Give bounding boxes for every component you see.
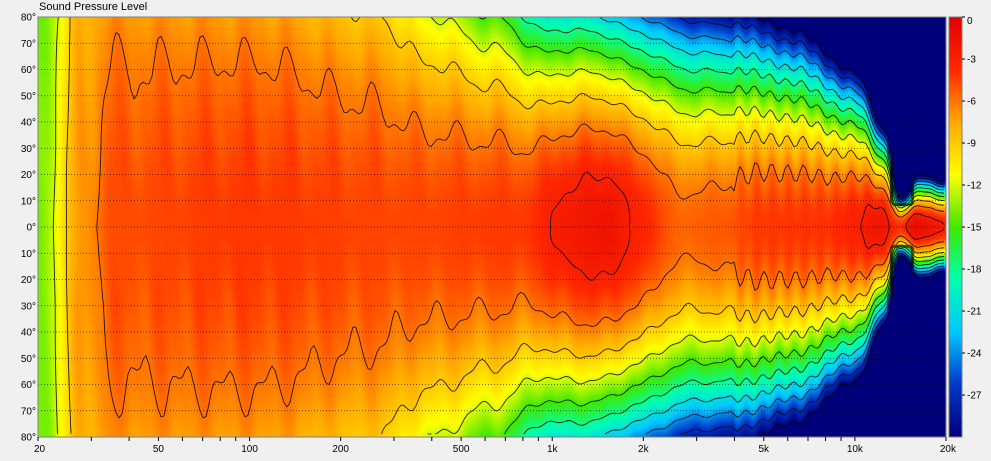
x-tick-label: 5k: [758, 444, 770, 455]
x-tick-label: 20: [34, 444, 46, 455]
colorbar-tick-label: -6: [967, 97, 976, 108]
y-tick-label: 60°: [21, 380, 36, 391]
x-tick-label: 50: [153, 444, 165, 455]
colorbar-tick-label: -18: [967, 265, 982, 276]
y-tick-label: 60°: [21, 65, 36, 76]
y-axis: 80° 70° 60° 50° 40° 30° 20° 10° 0° 10° 20° 30° 40° 50…: [21, 13, 36, 444]
plot-frame: [37, 16, 947, 438]
colorbar-tick-label: -21: [967, 307, 982, 318]
gridlines: [38, 42, 946, 412]
x-tick-label: 1k: [547, 444, 559, 455]
chart-title: Sound Pressure Level: [39, 1, 148, 13]
plot-area: [37, 16, 947, 438]
y-tick-label: 50°: [21, 354, 36, 365]
y-tick-label: 10°: [21, 196, 36, 207]
colorbar-tick-label: -15: [967, 223, 982, 234]
y-tick-label: 10°: [21, 249, 36, 260]
colorbar-gradient: [949, 17, 962, 437]
y-tick-label: 30°: [21, 144, 36, 155]
colorbar-tick-label: 0: [967, 16, 973, 27]
y-tick-label: 40°: [21, 328, 36, 339]
y-tick-label: 20°: [21, 170, 36, 181]
y-tick-label: 20°: [21, 275, 36, 286]
y-tick-label: 70°: [21, 406, 36, 417]
y-tick-label: 40°: [21, 118, 36, 129]
x-tick-label: 2k: [638, 444, 650, 455]
x-tick-label: 10k: [847, 444, 864, 455]
colorbar-tick-label: -27: [967, 391, 982, 402]
x-tick-label: 500: [453, 444, 470, 455]
x-tick-label: 200: [332, 444, 349, 455]
y-tick-label: 30°: [21, 301, 36, 312]
y-tick-label: 70°: [21, 39, 36, 50]
colorbar-tick-label: -3: [967, 55, 976, 66]
contour-lines: [52, 16, 945, 435]
y-tick-label: 50°: [21, 91, 36, 102]
colorbar: 0 -3 -6 -9 -12 -15 -18 -21 -24 -27: [948, 16, 982, 438]
colorbar-ticks: 0 -3 -6 -9 -12 -15 -18 -21 -24 -27: [962, 16, 982, 402]
y-tick-label: 80°: [21, 433, 36, 444]
x-tick-label: 100: [241, 444, 258, 455]
contour-path: [52, 16, 945, 435]
y-tick-label: 80°: [21, 13, 36, 24]
y-tick-label: 0°: [26, 223, 36, 234]
colorbar-tick-label: -9: [967, 139, 976, 150]
colorbar-tick-label: -24: [967, 349, 982, 360]
x-axis: 20 50 100 200 500 1k 2k 5k 10k 20k: [34, 437, 957, 455]
colorbar-tick-label: -12: [967, 181, 982, 192]
x-tick-label: 20k: [940, 444, 957, 455]
